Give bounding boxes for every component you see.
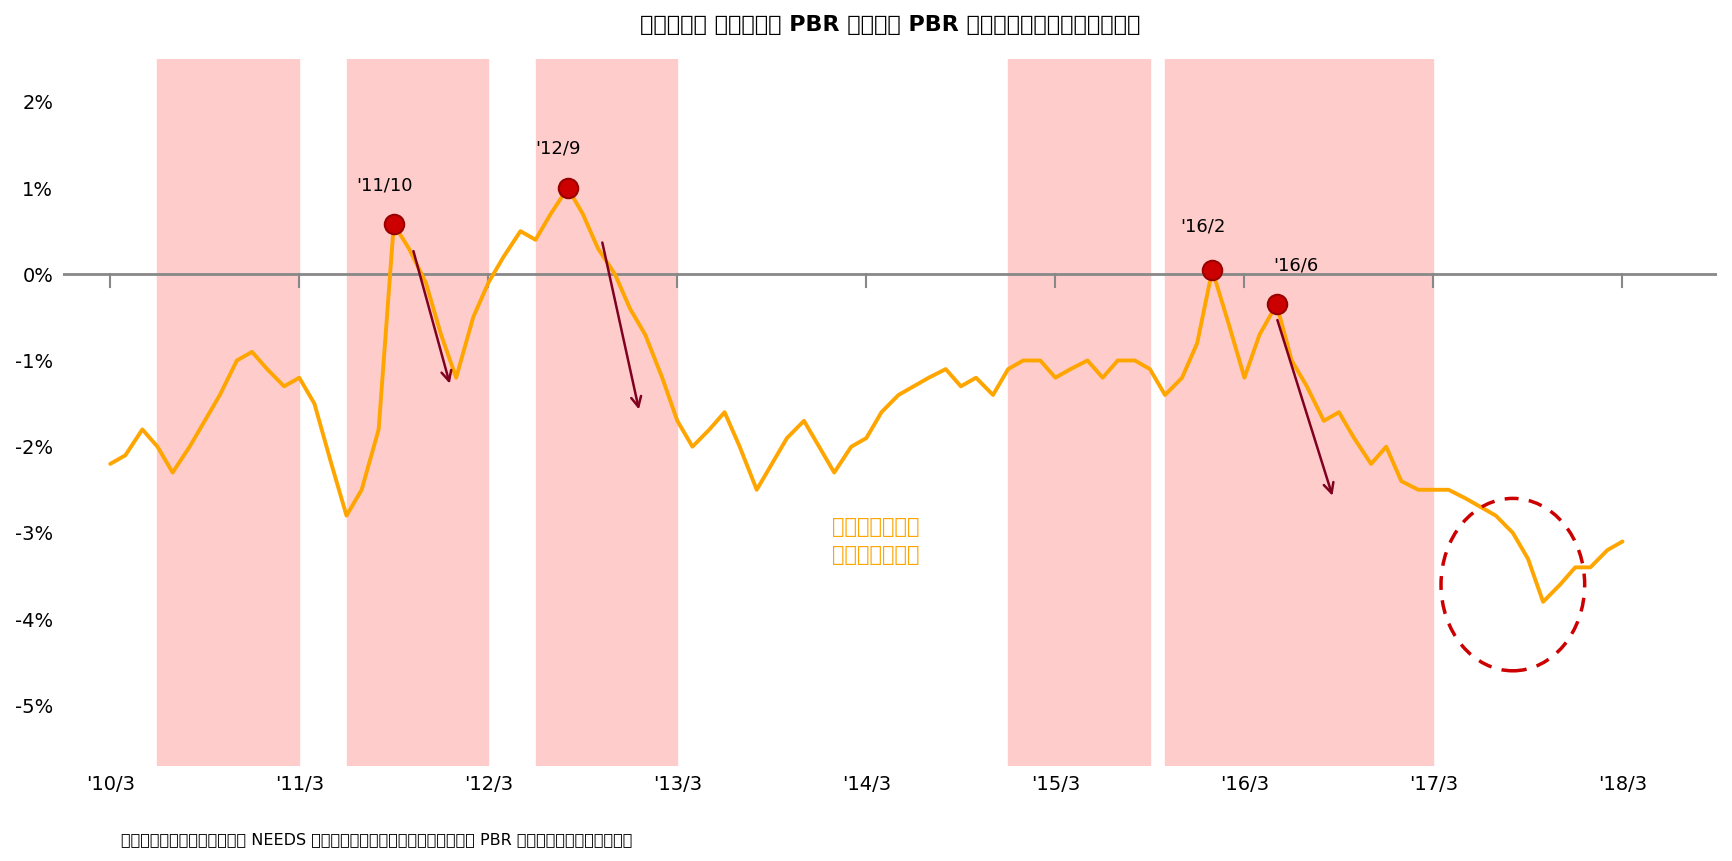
Bar	[346, 59, 488, 765]
Title: 》図表４》 推計した低 PBR 銀柄と高 PBR 銀柄の資本コストの差の推移: 》図表４》 推計した低 PBR 銀柄と高 PBR 銀柄の資本コストの差の推移	[639, 15, 1140, 35]
Bar	[158, 59, 300, 765]
Bar	[1008, 59, 1150, 765]
Text: '16/6: '16/6	[1273, 257, 1318, 275]
Bar	[1166, 59, 1434, 765]
Text: '11/10: '11/10	[357, 177, 412, 194]
Text: （資料）東洋経済予想、日経 NEEDS のデータより筆者作成。赤マーカーは PBR 効果が見られた主な期間。: （資料）東洋経済予想、日経 NEEDS のデータより筆者作成。赤マーカーは PB…	[121, 832, 632, 846]
Text: '12/9: '12/9	[535, 139, 580, 158]
Bar	[535, 59, 677, 765]
Text: 資本コストの差
（Ａ）－（Ｂ）: 資本コストの差 （Ａ）－（Ｂ）	[831, 517, 920, 566]
Text: '16/2: '16/2	[1179, 218, 1226, 236]
